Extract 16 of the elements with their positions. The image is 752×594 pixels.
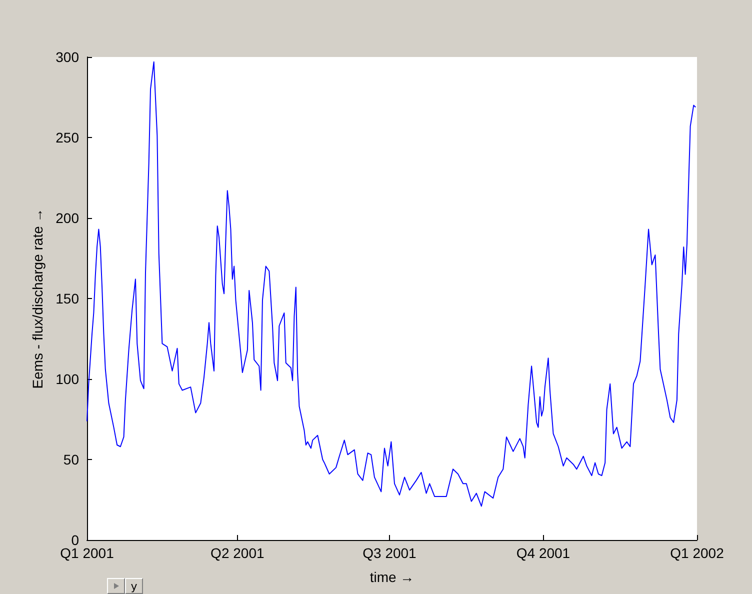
text: y — [125, 578, 143, 594]
y-tick-label: 300 — [56, 49, 80, 65]
y-axis-title: Eems - flux/discharge rate → — [30, 208, 46, 389]
x-tick-label: Q3 2001 — [362, 545, 417, 561]
x-tick-label: Q1 2002 — [670, 545, 724, 561]
x-axis-title: time → — [370, 569, 414, 585]
y-tick-label: 150 — [56, 290, 80, 306]
y-tick-label: 200 — [56, 210, 80, 226]
y-tick-label: 50 — [63, 452, 80, 468]
line-series — [86, 61, 696, 507]
y-tick-label: 100 — [56, 371, 80, 387]
y-tick-label: 250 — [56, 130, 80, 146]
y-tick-label: 0 — [71, 532, 80, 548]
x-tick-label: Q2 2001 — [210, 545, 264, 561]
x-tick-label: Q4 2001 — [516, 545, 570, 561]
x-tick-label: Q1 2001 — [60, 545, 114, 561]
